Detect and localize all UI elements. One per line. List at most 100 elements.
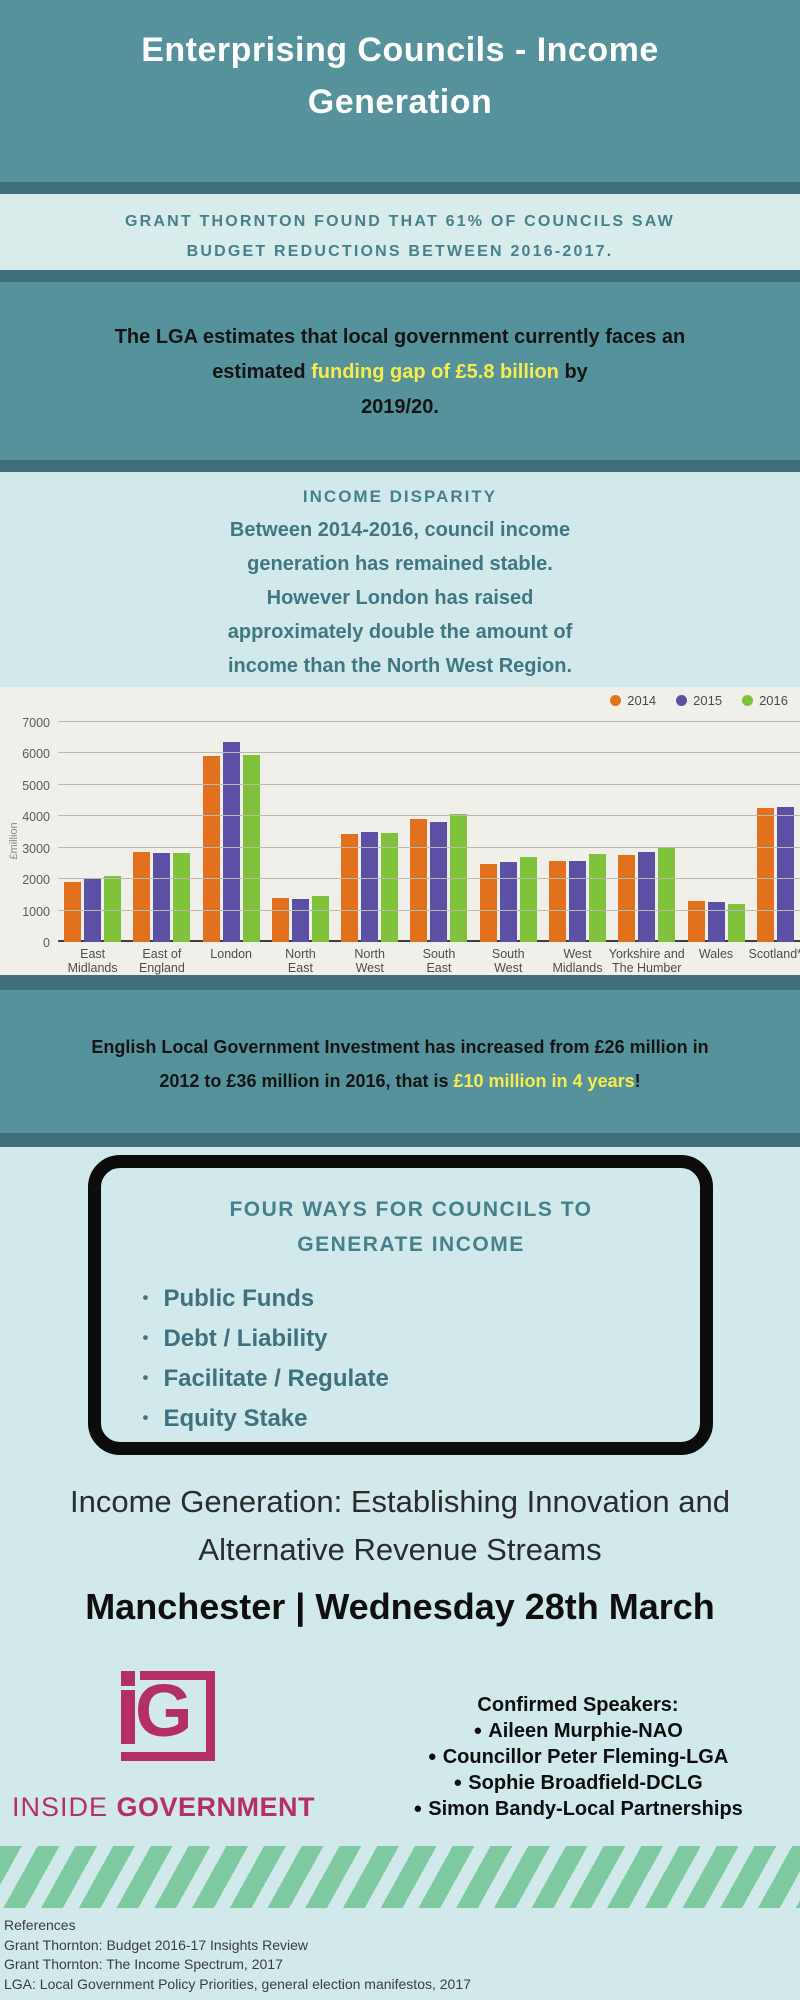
brand-column: G INSIDE GOVERNMENT (0, 1658, 370, 1846)
chart-bar-2014 (341, 833, 359, 942)
investment-statement: English Local Government Investment has … (0, 990, 800, 1098)
list-item: • Debt / Liability (143, 1318, 680, 1358)
income-disparity-body: Between 2014-2016, council income genera… (227, 519, 573, 677)
chart-bar-2015 (499, 861, 517, 942)
header-band: Enterprising Councils - Income Generatio… (0, 0, 800, 182)
divider (0, 975, 800, 990)
legend-dot-icon (610, 695, 622, 706)
bullet-icon: ● (473, 1722, 483, 1739)
chart-bar-2016 (727, 903, 745, 942)
investment-band: English Local Government Investment has … (0, 990, 800, 1133)
chart-bar-2016 (658, 847, 676, 942)
x-category-label: North West (354, 947, 385, 975)
x-category-label: Wales (698, 947, 734, 961)
speaker-name: Aileen Murphie-NAO (488, 1720, 683, 1742)
logo-bracket-top (140, 1671, 215, 1680)
y-tick-label: 5000 (22, 778, 50, 793)
x-category-label: East of England (138, 947, 185, 975)
brand-name-bold: GOVERNMENT (116, 1792, 316, 1822)
investment-text-post: ! (634, 1071, 641, 1091)
chart-bar-2016 (311, 896, 329, 942)
chart-bar-2014 (133, 851, 151, 942)
chart-bar-2015 (776, 807, 794, 942)
chart-bar-2015 (707, 902, 725, 942)
x-category-label: London (210, 947, 253, 961)
chart-legend: 2014 2015 2016 (610, 693, 788, 708)
references-heading: References (4, 1917, 76, 1933)
bullet-icon: • (142, 1368, 149, 1387)
y-tick-label: 6000 (22, 747, 50, 762)
four-ways-section: FOUR WAYS FOR COUNCILS TO GENERATE INCOM… (0, 1155, 800, 1468)
bar-group: North West (341, 722, 399, 975)
bar-group: London (202, 722, 260, 961)
x-category-label: Yorkshire and The Humber (608, 947, 685, 975)
chart-bar-2014 (548, 861, 566, 942)
bullet-icon: • (142, 1288, 149, 1307)
reference-line: LGA: Local Government Policy Priorities,… (4, 1975, 471, 1992)
lga-band: The LGA estimates that local government … (0, 282, 800, 460)
chart-bar-2014 (687, 901, 705, 942)
event-title: Income Generation: Establishing Innovati… (69, 1484, 731, 1567)
list-item-label: Facilitate / Regulate (163, 1365, 389, 1392)
chart-baseline (58, 940, 800, 942)
reference-line: Grant Thornton: The Income Spectrum, 201… (4, 1956, 283, 1972)
chart-bar-2016 (104, 876, 122, 942)
chart-bar-2014 (271, 898, 289, 942)
bullet-icon: ● (413, 1800, 423, 1817)
chart-bar-2016 (588, 854, 606, 942)
chart-bar-2015 (222, 742, 240, 942)
bar-group: Scotland* (749, 722, 800, 961)
inside-government-logo-icon: G (118, 1671, 228, 1766)
logo-i-stem (121, 1690, 135, 1744)
grid-line (58, 721, 800, 722)
chart-bar-2014 (202, 755, 220, 942)
grid-line (58, 878, 800, 880)
y-tick-label: 4000 (22, 810, 50, 825)
speaker-item: ● Aileen Murphie-NAO (370, 1718, 786, 1744)
x-category-label: Scotland* (748, 947, 800, 961)
grid-line (58, 783, 800, 785)
y-tick-label: 2000 (22, 873, 50, 888)
logo-letter-g: G (135, 1669, 193, 1752)
bullet-icon: ● (453, 1774, 463, 1791)
chart-bar-2016 (242, 755, 260, 942)
legend-dot-icon (676, 695, 688, 706)
list-item-label: Public Funds (163, 1285, 315, 1312)
divider (0, 182, 800, 194)
four-ways-title: FOUR WAYS FOR COUNCILS TO GENERATE INCOM… (229, 1198, 593, 1256)
legend-label: 2015 (693, 693, 723, 708)
chart-bar-2015 (153, 853, 171, 942)
lga-text-pre: The LGA estimates that local government … (114, 326, 686, 383)
logo-bracket-bottom (121, 1752, 215, 1761)
bar-group: Yorkshire and The Humber (609, 722, 685, 975)
regional-income-bar-chart: £million 2014 2015 2016 East Midlands East … (0, 687, 800, 975)
chart-bar-groups: East Midlands East of England London North … (58, 722, 800, 975)
divider (0, 1133, 800, 1147)
speaker-name: Simon Bandy-Local Partnerships (428, 1798, 743, 1820)
x-category-label: North East (285, 947, 316, 975)
speakers-heading: Confirmed Speakers: (477, 1694, 679, 1716)
bullet-icon: • (142, 1328, 149, 1347)
legend-item: 2014 (610, 693, 656, 708)
references-section: References Grant Thornton: Budget 2016-1… (0, 1908, 800, 2000)
legend-item: 2016 (742, 693, 788, 708)
x-category-label: South East (422, 947, 456, 975)
y-tick-label: 7000 (22, 716, 50, 730)
bullet-icon: ● (427, 1748, 437, 1765)
divider (0, 460, 800, 472)
income-disparity-heading: INCOME DISPARITY (302, 487, 498, 506)
x-category-label: East Midlands (67, 947, 118, 975)
list-item: • Equity Stake (143, 1398, 680, 1438)
lga-statement: The LGA estimates that local government … (0, 282, 800, 425)
chart-bar-2016 (173, 853, 191, 942)
chart-plot-area: East Midlands East of England London North … (22, 716, 800, 975)
speaker-item: ● Simon Bandy-Local Partnerships (370, 1796, 786, 1822)
y-tick-label: 0 (43, 936, 50, 950)
event-section: Income Generation: Establishing Innovati… (0, 1468, 800, 1658)
list-item-label: Equity Stake (163, 1405, 308, 1432)
four-ways-list: • Public Funds • Debt / Liability • Facilit… (143, 1278, 680, 1438)
x-category-label: South West (491, 947, 525, 975)
grid-line (58, 909, 800, 911)
chart-bar-2015 (84, 879, 102, 942)
